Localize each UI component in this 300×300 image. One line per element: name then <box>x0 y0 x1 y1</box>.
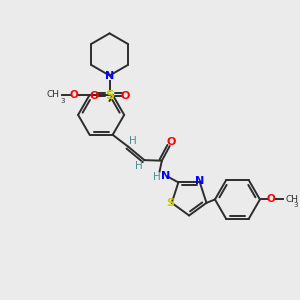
Text: S: S <box>166 198 174 208</box>
Text: O: O <box>89 91 99 101</box>
Text: H: H <box>153 172 161 182</box>
Text: H: H <box>129 136 137 146</box>
Text: N: N <box>105 70 114 80</box>
Text: O: O <box>266 194 275 205</box>
Text: 3: 3 <box>293 202 298 208</box>
Text: N: N <box>161 171 170 182</box>
Text: H: H <box>136 161 143 171</box>
Text: O: O <box>120 91 130 101</box>
Text: O: O <box>70 90 78 100</box>
Text: N: N <box>195 176 205 186</box>
Text: S: S <box>105 89 114 102</box>
Text: 3: 3 <box>60 98 65 104</box>
Text: O: O <box>166 137 176 147</box>
Text: CH: CH <box>285 195 298 204</box>
Text: CH: CH <box>46 90 59 99</box>
